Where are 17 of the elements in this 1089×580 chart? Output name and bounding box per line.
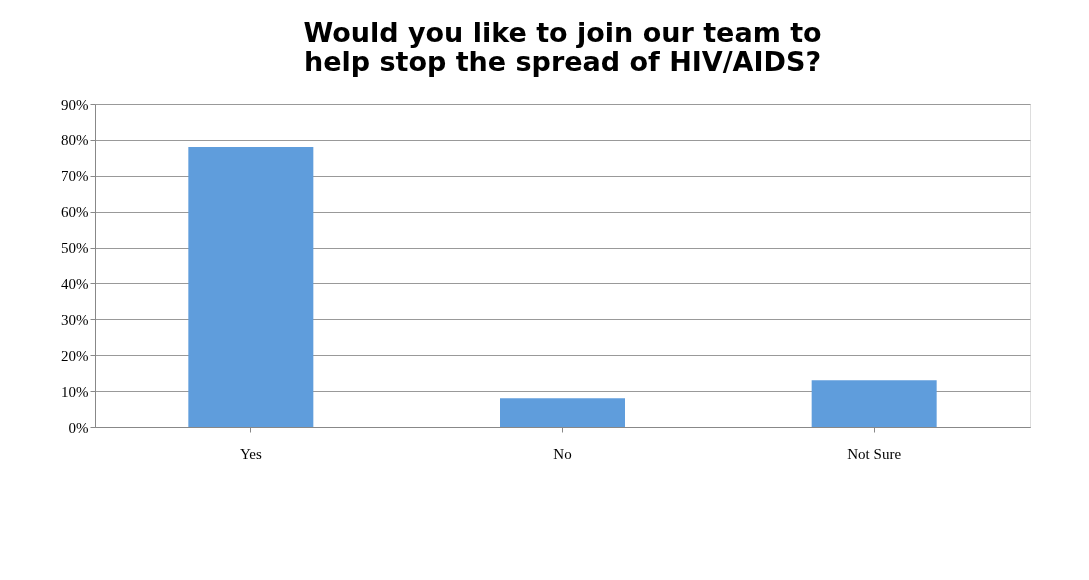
x-tick-label: No <box>553 445 572 462</box>
y-tick-label: 0% <box>68 419 89 436</box>
y-tick-label: 40% <box>61 275 89 292</box>
y-tick-label: 90% <box>61 96 89 113</box>
y-tick-label: 50% <box>61 240 89 257</box>
y-tick-label: 70% <box>61 168 89 185</box>
bar <box>811 380 937 427</box>
x-tick-label: Not Sure <box>847 445 902 462</box>
y-tick-label: 30% <box>61 311 89 328</box>
y-tick-label: 20% <box>61 347 89 364</box>
y-tick-label: 80% <box>61 132 89 149</box>
y-tick-label: 10% <box>61 383 89 400</box>
bar <box>500 398 625 427</box>
bar <box>188 147 314 427</box>
x-tick-label: Yes <box>239 445 262 462</box>
text: Would you like to join our team to <box>303 17 822 48</box>
y-tick-label: 60% <box>61 204 89 221</box>
